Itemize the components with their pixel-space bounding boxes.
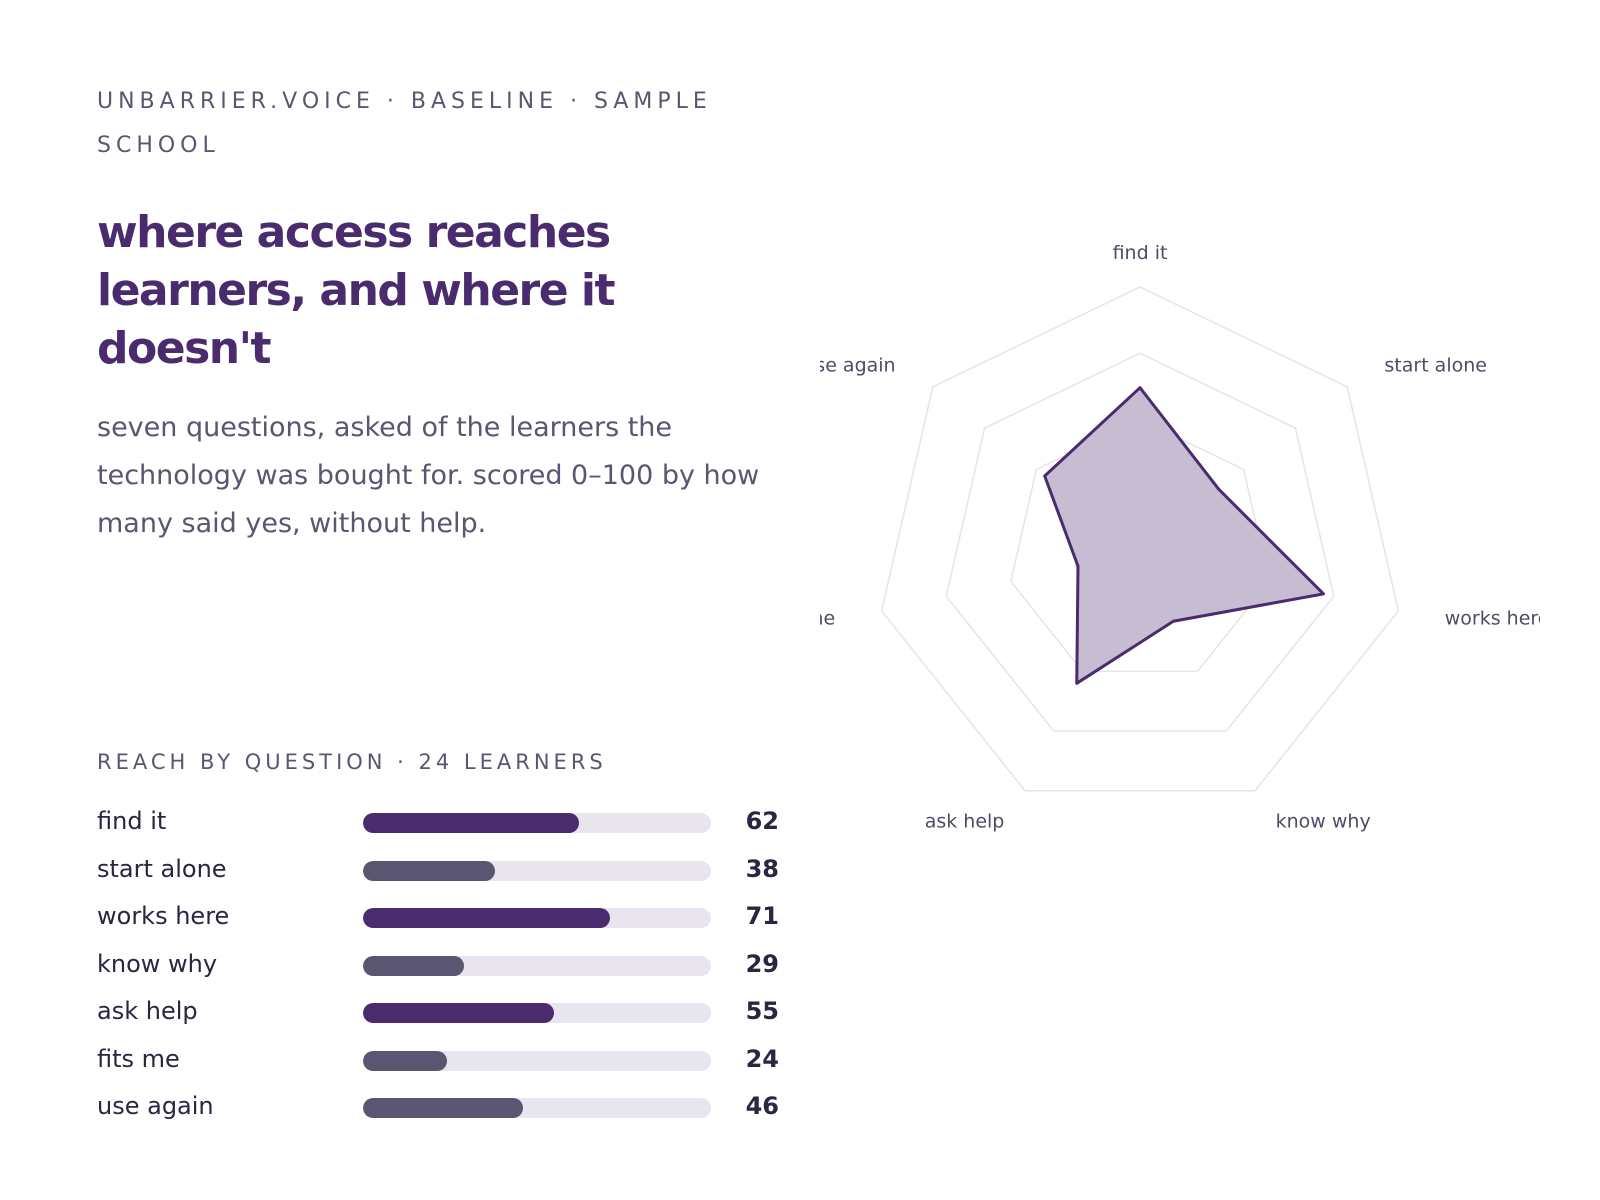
bar-fill: [363, 1098, 524, 1118]
bar-label: know why: [97, 949, 218, 978]
radar-axis-label: ask help: [925, 810, 1005, 832]
page-title: where access reaches learners, and where…: [97, 207, 616, 374]
radar-axis-label: know why: [1276, 810, 1371, 832]
bar-label: start alone: [97, 854, 227, 883]
radar-series-area: [1043, 386, 1325, 685]
section-label: REACH BY QUESTION · 24 LEARNERS: [97, 750, 607, 774]
bar-fill: [363, 1050, 447, 1071]
radar-axis-label: works here: [1445, 608, 1540, 630]
bar-row-know-why: know why 29: [97, 949, 797, 997]
bar-row-use-again: use again 46: [97, 1091, 797, 1139]
bar-label: ask help: [97, 997, 198, 1025]
bar-value: 24: [745, 1044, 779, 1073]
bar-value: 55: [745, 997, 779, 1025]
radar-axis-label: find it: [1113, 242, 1168, 264]
radar-grid-ring: [1010, 418, 1270, 673]
bar-fill: [363, 955, 464, 976]
radar-grid-ring: [945, 352, 1335, 732]
bar-label: find it: [97, 807, 167, 835]
bar-label: fits me: [97, 1044, 180, 1073]
radar-axis-label: use again: [820, 355, 896, 377]
bar-value: 62: [745, 807, 779, 835]
bar-list: find it 62 start alone 38 works here 71 …: [97, 806, 797, 1139]
bar-track: [363, 955, 711, 976]
bar-row-ask-help: ask help 55: [97, 996, 797, 1044]
bar-row-find-it: find it 62: [97, 806, 797, 854]
bar-fill: [363, 860, 496, 881]
bar-row-works-here: works here 71: [97, 901, 797, 949]
eyebrow-text: UNBARRIER.VOICE · BASELINE · SAMPLE SCHO…: [97, 89, 712, 158]
bar-value: 29: [745, 949, 779, 978]
bar-track: [363, 1098, 711, 1118]
bar-track: [363, 860, 711, 881]
radar-grid-ring: [880, 286, 1400, 792]
bar-fill: [363, 813, 579, 833]
bar-fill: [363, 908, 611, 928]
bar-label: works here: [97, 902, 230, 930]
bar-track: [363, 1003, 711, 1023]
radar-axis-label: fits me: [820, 608, 835, 630]
bar-value: 46: [745, 1092, 779, 1120]
bar-fill: [363, 1003, 555, 1023]
page-subtitle: seven questions, asked of the learners t…: [97, 412, 760, 539]
bar-value: 71: [745, 902, 779, 930]
bar-row-start-alone: start alone 38: [97, 854, 797, 902]
radar-axis-label: start alone: [1384, 355, 1487, 377]
bar-value: 38: [745, 854, 779, 883]
bar-label: use again: [97, 1092, 214, 1120]
bar-track: [363, 813, 711, 833]
bar-row-fits-me: fits me 24: [97, 1044, 797, 1092]
bar-track: [363, 1050, 711, 1071]
radar-chart: find it start alone works here know why ask …: [820, 242, 1540, 832]
bar-track: [363, 908, 711, 928]
